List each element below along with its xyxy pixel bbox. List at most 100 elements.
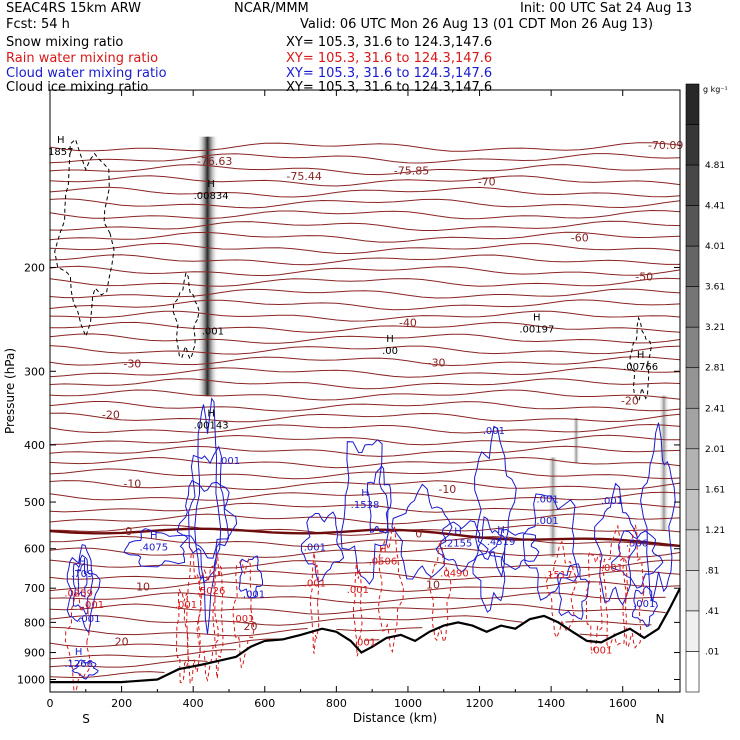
cloud-water-contour <box>611 530 664 589</box>
forecast-hour: Fcst: 54 h <box>6 17 70 32</box>
x-tick-label: 1200 <box>466 697 494 710</box>
x-tick-label: 1000 <box>394 697 422 710</box>
extremum-value: .0506 <box>369 556 398 567</box>
colorbar-label: 2.01 <box>705 445 725 455</box>
rain-water-contour <box>353 562 363 657</box>
cloud-water-contour <box>522 493 579 601</box>
temperature-label: -30 <box>123 357 141 370</box>
rain-water-contour <box>585 550 603 654</box>
extremum-marker: H <box>150 531 158 542</box>
extremum-value: .1538 <box>351 500 380 511</box>
isotherm <box>336 627 423 632</box>
isotherm <box>49 401 681 412</box>
temperature-label: -75.85 <box>394 165 429 178</box>
isotherm <box>49 310 681 322</box>
isotherm <box>49 592 666 604</box>
y-tick-label: 500 <box>24 496 45 509</box>
isotherm <box>49 198 681 209</box>
isotherm <box>49 570 681 581</box>
cloud-water-contour <box>391 483 453 580</box>
isotherm <box>579 633 609 636</box>
extremum-marker: H <box>379 544 387 555</box>
isotherm <box>49 581 681 592</box>
temperature-label: 10 <box>426 579 440 592</box>
rain-water-contour <box>309 552 320 654</box>
isotherm <box>49 513 681 525</box>
isotherm <box>49 175 681 187</box>
snow-shade-patch <box>572 417 580 464</box>
legend-cloud-ice: Cloud ice mixing ratio <box>6 80 149 95</box>
isotherm <box>49 638 280 648</box>
isotherm <box>49 434 680 446</box>
rain-water-contour <box>602 524 629 651</box>
colorbar-swatch <box>685 83 700 125</box>
colorbar-swatch <box>685 286 700 328</box>
temperature-label: 0 <box>415 527 422 540</box>
extremum-value: .001 <box>536 516 558 527</box>
extremum-value: .4519 <box>487 537 516 548</box>
y-axis-label: Pressure (hPa) <box>3 348 17 434</box>
extremum-marker: H <box>637 350 645 361</box>
cloud-water-contour <box>238 555 263 599</box>
colorbar-swatch <box>685 570 700 612</box>
colorbar-unit: g kg⁻¹ <box>703 85 728 94</box>
y-tick-label: 1000 <box>17 674 45 687</box>
rain-water-contour <box>428 540 452 644</box>
extremum-marker: H <box>207 408 215 419</box>
extremum-value: .001 <box>601 496 623 507</box>
south-label: S <box>82 712 90 726</box>
rain-water-contours <box>64 524 645 692</box>
isotherm <box>49 356 681 367</box>
temperature-label: 10 <box>136 580 150 593</box>
extremum-value: .001 <box>483 426 505 437</box>
isotherm <box>49 186 681 198</box>
legend-cloud-ice-xy: XY= 105.3, 31.6 to 124.3,147.6 <box>286 80 493 95</box>
isotherm <box>364 639 380 641</box>
isotherm <box>49 524 681 536</box>
cloud-water-contour <box>300 511 345 583</box>
isotherm <box>49 535 681 548</box>
init-time: Init: 00 UTC Sat 24 Aug 13 <box>520 1 693 16</box>
isotherm <box>49 659 208 668</box>
isotherm <box>49 649 237 660</box>
colorbar-label: .41 <box>705 607 719 617</box>
temperature-label: -60 <box>571 232 589 245</box>
cloud-water-contour <box>594 482 638 606</box>
colorbar-label: 4.01 <box>705 242 725 252</box>
cloud-water-contour <box>123 528 189 568</box>
cloud-water-contour <box>176 479 238 559</box>
isotherm <box>49 231 681 243</box>
extremum-marker: H <box>57 135 65 146</box>
cloud-water-contour <box>631 585 658 627</box>
isotherm <box>49 242 681 255</box>
legend-snow: Snow mixing ratio <box>6 35 124 50</box>
cloud-water-contour <box>472 516 507 613</box>
extremum-value: .001 <box>347 585 369 596</box>
extremum-value: .001 <box>243 589 265 600</box>
isotherm <box>49 277 681 287</box>
extremum-value: .0259 <box>64 589 93 600</box>
isotherm <box>49 456 681 469</box>
valid-time: Valid: 06 UTC Mon 26 Aug 13 (01 CDT Mon … <box>300 17 654 32</box>
rain-water-contour <box>232 557 255 668</box>
isotherm <box>49 614 523 626</box>
temperature-label: -20 <box>102 408 120 421</box>
legend-cloud-water: Cloud water mixing ratio <box>6 66 167 81</box>
rain-water-contour <box>377 526 404 654</box>
cloud-water-contour <box>488 528 540 571</box>
colorbar-swatch <box>685 651 700 693</box>
isotherm <box>49 345 681 355</box>
extremum-marker: H <box>454 526 462 537</box>
plot-frame <box>49 89 681 693</box>
x-tick-label: 1400 <box>537 697 565 710</box>
temperature-contours <box>49 142 681 679</box>
cloud-water-contour <box>66 544 101 634</box>
temperature-label: -70 <box>478 176 496 189</box>
isotherm <box>49 480 681 491</box>
x-tick-label: 800 <box>326 697 347 710</box>
colorbar-swatch <box>685 407 700 450</box>
colorbar-swatch <box>685 205 700 247</box>
extremum-value: .709 <box>71 569 93 580</box>
y-tick-label: 400 <box>24 439 45 452</box>
colorbar-swatch <box>685 245 700 287</box>
